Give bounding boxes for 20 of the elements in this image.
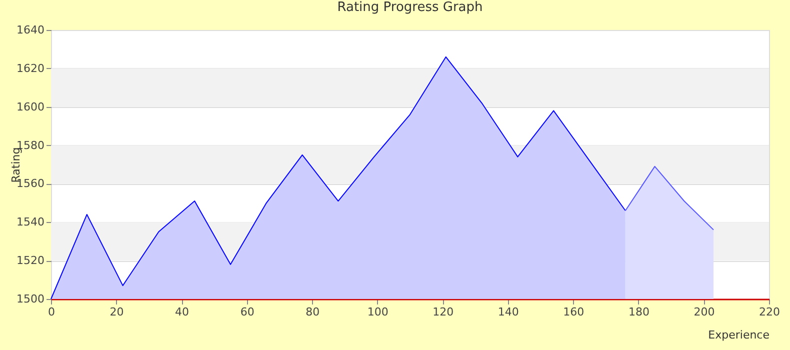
x-tick-label: 160 — [563, 306, 584, 318]
y-tick-label: 1600 — [16, 100, 44, 114]
y-tick-label: 1540 — [16, 216, 44, 229]
x-tick-label: 100 — [367, 306, 388, 318]
x-tick-label: 220 — [759, 306, 780, 318]
x-tick-label: 120 — [432, 306, 454, 318]
x-axis-title: Experience — [708, 328, 770, 342]
x-tick-label: 20 — [110, 306, 124, 318]
y-tick-label: 1620 — [16, 62, 44, 75]
x-tick-label: 40 — [175, 306, 190, 318]
x-tick-label: 60 — [240, 306, 254, 318]
x-tick-label: 180 — [628, 306, 650, 318]
y-tick-label: 1500 — [16, 292, 44, 306]
x-tick-label: 80 — [306, 306, 320, 318]
y-tick-label: 1520 — [16, 254, 44, 268]
chart-title: Rating Progress Graph — [337, 0, 483, 15]
x-tick-label: 140 — [498, 306, 519, 318]
x-tick-label: 200 — [694, 306, 715, 318]
y-tick-label: 1640 — [16, 24, 44, 36]
x-tick-label: 0 — [48, 306, 55, 318]
